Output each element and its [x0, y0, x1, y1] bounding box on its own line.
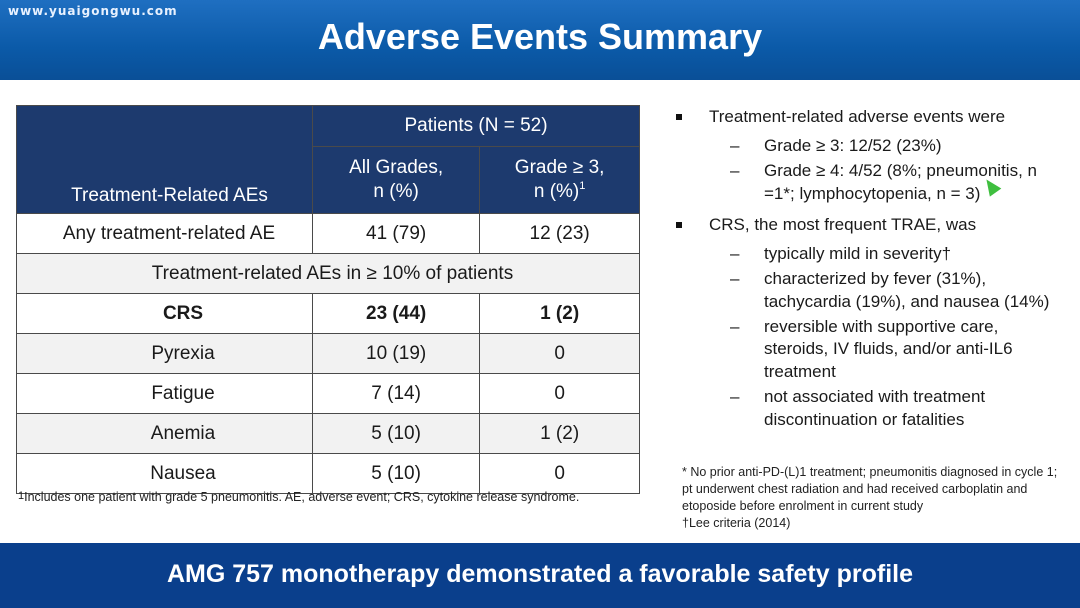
table-row: Nausea 5 (10) 0 — [16, 453, 640, 494]
conclusion-banner: AMG 757 monotherapy demonstrated a favor… — [0, 543, 1080, 608]
superscript: 1 — [579, 180, 586, 192]
cell-grade3: 12 (23) — [479, 213, 640, 254]
superscript: 1 — [18, 490, 25, 502]
adverse-events-table: Treatment-Related AEs Patients (N = 52) … — [16, 105, 640, 494]
cell-grade3: 1 (2) — [479, 293, 640, 334]
dash-bullet-icon: – — [730, 160, 740, 180]
table-footnote: 1Includes one patient with grade 5 pneum… — [18, 490, 580, 504]
cell-grade3: 1 (2) — [479, 413, 640, 454]
table-header-all-grades: All Grades, n (%) — [311, 146, 481, 214]
footnotes: * No prior anti-PD-(L)1 treatment; pneum… — [682, 464, 1062, 532]
cell-all-grades: 5 (10) — [311, 453, 481, 494]
row-label: Fatigue — [16, 373, 313, 414]
table-row: Fatigue 7 (14) 0 — [16, 373, 640, 414]
square-bullet-icon — [676, 221, 682, 228]
row-label: Pyrexia — [16, 333, 313, 374]
footnote-dagger: †Lee criteria (2014) — [682, 515, 791, 530]
row-label: Anemia — [16, 413, 313, 454]
table-row: Pyrexia 10 (19) 0 — [16, 333, 640, 374]
square-bullet-icon — [676, 114, 682, 120]
footnote-star: * No prior anti-PD-(L)1 treatment; pneum… — [682, 465, 1058, 513]
table-row: Anemia 5 (10) 1 (2) — [16, 413, 640, 454]
sub-bullet-item: – Grade ≥ 4: 4/52 (8%; pneumonitis, n =1… — [730, 160, 1037, 203]
table-header-ae: Treatment-Related AEs — [16, 105, 313, 214]
table-header-patients: Patients (N = 52) — [312, 105, 640, 147]
row-label: Nausea — [16, 453, 313, 494]
cell-grade3: 0 — [479, 333, 640, 374]
section-row-label: Treatment-related AEs in ≥ 10% of patien… — [16, 253, 640, 294]
bullet-item: Treatment-related adverse events were — [676, 106, 1066, 129]
cell-all-grades: 5 (10) — [311, 413, 481, 454]
cell-grade3: 0 — [479, 373, 640, 414]
dash-bullet-icon: – — [730, 268, 740, 288]
row-label: CRS — [16, 293, 313, 334]
watermark: www.yuaigongwu.com — [8, 4, 178, 18]
sub-bullet-item: – typically mild in severity† — [676, 243, 1066, 266]
dash-bullet-icon: – — [730, 387, 740, 407]
sub-bullet-item: – reversible with supportive care, stero… — [730, 316, 1013, 382]
title-bar: www.yuaigongwu.com Adverse Events Summar… — [0, 0, 1080, 80]
slide-title: Adverse Events Summary — [317, 16, 763, 57]
cell-all-grades: 10 (19) — [311, 333, 481, 374]
conclusion-text: AMG 757 monotherapy demonstrated a favor… — [166, 560, 914, 588]
table-header-grade3: Grade ≥ 3, n (%)1 — [479, 146, 640, 214]
row-label: Any treatment-related AE — [16, 213, 313, 254]
sub-bullet-item: – not associated with treatment disconti… — [730, 387, 986, 430]
cell-all-grades: 7 (14) — [311, 373, 481, 414]
table-row: CRS 23 (44) 1 (2) — [16, 293, 640, 334]
sub-bullet-item: – Grade ≥ 3: 12/52 (23%) — [676, 135, 1066, 158]
dash-bullet-icon: – — [730, 316, 740, 336]
dash-bullet-icon: – — [730, 135, 740, 155]
cell-grade3: 0 — [479, 453, 640, 494]
bullet-item: CRS, the most frequent TRAE, was — [676, 214, 1066, 237]
sub-bullet-item: – characterized by fever (31%), tachycar… — [730, 268, 1050, 311]
bullet-list: Treatment-related adverse events were – … — [676, 106, 1066, 434]
cell-all-grades: 23 (44) — [311, 293, 481, 334]
dash-bullet-icon: – — [730, 243, 740, 263]
table-row: Any treatment-related AE 41 (79) 12 (23) — [16, 213, 640, 254]
table-row: Treatment-related AEs in ≥ 10% of patien… — [16, 253, 640, 294]
cell-all-grades: 41 (79) — [311, 213, 481, 254]
